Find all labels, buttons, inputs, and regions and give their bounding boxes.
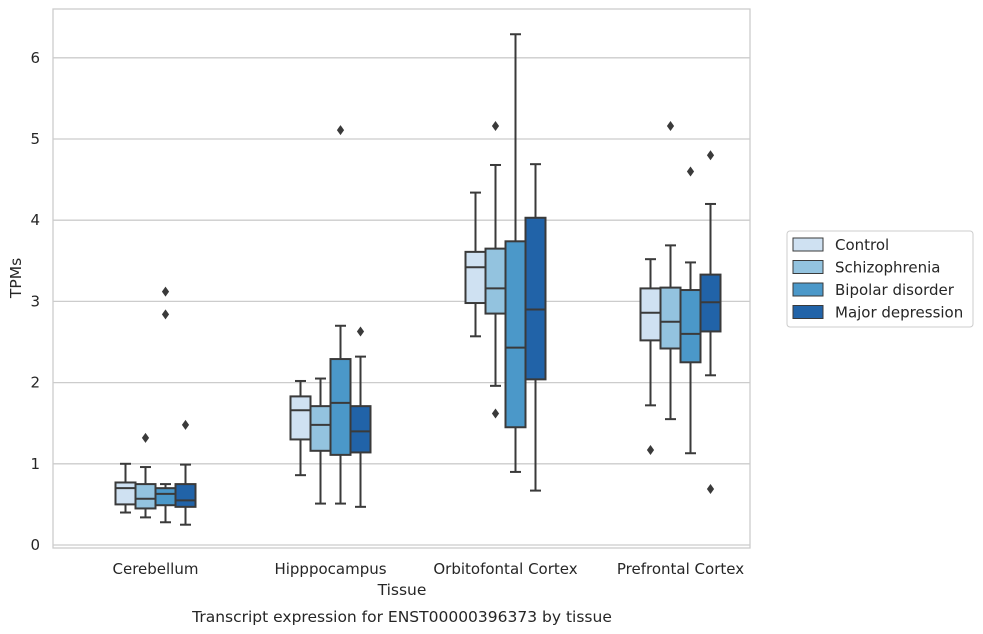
y-tick-label: 3 xyxy=(30,292,40,310)
legend-frame xyxy=(786,230,974,328)
y-axis-label: TPMs xyxy=(7,258,25,299)
outlier-point xyxy=(491,408,500,419)
box-major-depression xyxy=(699,150,722,494)
x-tick-labels: Cerebellum Hipppocampus Orbitofontal Corte… xyxy=(113,560,745,578)
outlier-point xyxy=(181,419,190,430)
legend-label: Control xyxy=(835,236,889,254)
box-body xyxy=(524,216,547,381)
box-body xyxy=(349,405,372,454)
outlier-point xyxy=(141,432,150,443)
box-control xyxy=(114,462,137,514)
legend-label: Bipolar disorder xyxy=(835,281,955,299)
box-body xyxy=(114,481,137,506)
box-body xyxy=(134,483,157,510)
box-body xyxy=(289,395,312,441)
x-tick-label: Prefrontal Cortex xyxy=(617,560,744,578)
box-body xyxy=(154,487,177,507)
outlier-point xyxy=(336,125,345,136)
legend-label: Major depression xyxy=(835,304,963,322)
legend-label: Schizophrenia xyxy=(835,259,940,277)
box-control xyxy=(639,258,662,455)
legend-swatch xyxy=(792,282,824,297)
box-bipolar-disorder xyxy=(504,33,527,473)
box-major-depression xyxy=(349,326,372,508)
box-major-depression xyxy=(174,419,197,526)
box-body xyxy=(484,247,507,315)
box-schizophrenia xyxy=(309,377,332,505)
box-schizophrenia xyxy=(484,121,507,419)
gridlines xyxy=(53,57,750,546)
box-bipolar-disorder xyxy=(679,166,702,455)
legend-swatch xyxy=(792,237,824,252)
x-tick-label: Orbitofontal Cortex xyxy=(433,560,577,578)
outlier-point xyxy=(686,166,695,177)
x-tick-label: Hipppocampus xyxy=(274,560,386,578)
legend-swatch xyxy=(792,260,824,274)
outlier-point xyxy=(161,286,170,297)
y-tick-label: 2 xyxy=(30,374,40,392)
box-body xyxy=(329,358,352,456)
y-tick-label: 1 xyxy=(30,455,40,473)
box-bipolar-disorder xyxy=(154,286,177,524)
box-body xyxy=(464,250,487,305)
boxes xyxy=(114,33,722,526)
box-body xyxy=(309,405,332,452)
outlier-point xyxy=(161,309,170,320)
outlier-point xyxy=(491,121,500,132)
box-body xyxy=(639,287,662,342)
box-body xyxy=(174,483,197,508)
y-tick-labels: 0 1 2 3 4 5 6 xyxy=(30,49,40,554)
y-tick-label: 6 xyxy=(30,49,40,67)
x-tick-label: Cerebellum xyxy=(113,560,199,578)
box-schizophrenia xyxy=(134,432,157,519)
box-bipolar-disorder xyxy=(329,125,352,505)
box-control xyxy=(464,191,487,338)
legend-items: Control Schizophrenia Bipolar disorder Majo… xyxy=(792,236,963,322)
x-axis-label: Tissue xyxy=(377,581,427,599)
outlier-point xyxy=(706,483,715,494)
plot-frame xyxy=(52,8,751,549)
legend: Control Schizophrenia Bipolar disorder Majo… xyxy=(786,230,974,328)
box-body xyxy=(504,240,527,429)
y-tick-label: 5 xyxy=(30,130,40,148)
box-body xyxy=(659,286,682,350)
box-body xyxy=(679,289,702,364)
box-major-depression xyxy=(524,163,547,492)
outlier-point xyxy=(706,150,715,161)
y-tick-label: 4 xyxy=(30,211,40,229)
outlier-point xyxy=(646,444,655,455)
outlier-point xyxy=(666,121,675,132)
y-tick-label: 0 xyxy=(30,536,40,554)
legend-swatch xyxy=(792,305,824,319)
outlier-point xyxy=(356,326,365,337)
chart-caption: Transcript expression for ENST0000039637… xyxy=(191,608,612,626)
box-control xyxy=(289,379,312,477)
box-schizophrenia xyxy=(659,121,682,421)
